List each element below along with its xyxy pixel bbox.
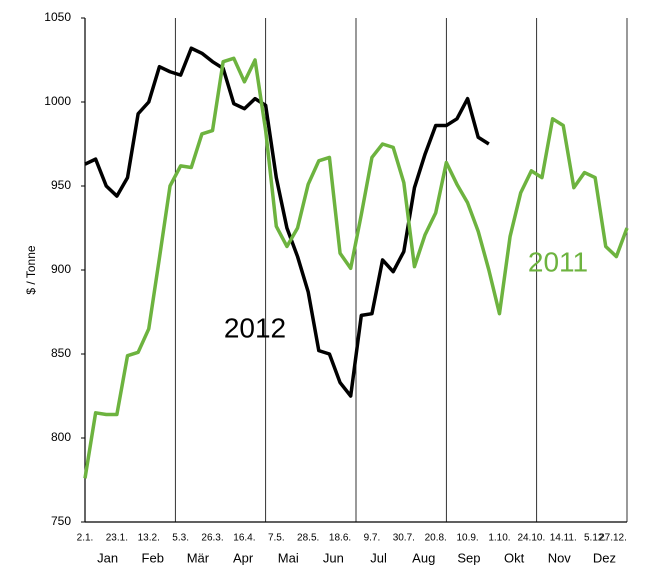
x-tick-label: 5.12. (584, 533, 606, 544)
x-tick-label: 16.4. (233, 533, 255, 544)
month-label: Dez (593, 550, 616, 565)
x-tick-label: 10.9. (456, 533, 478, 544)
series-line (84, 46, 490, 398)
series-line (83, 56, 629, 479)
series-annotation: 2012 (224, 312, 286, 343)
y-tick-label: 1050 (44, 10, 71, 24)
y-tick-label: 750 (51, 514, 71, 528)
month-label: Jun (323, 550, 344, 565)
x-tick-label: 26.3. (201, 533, 223, 544)
x-tick-label: 2.1. (77, 533, 94, 544)
month-label: Nov (548, 550, 572, 565)
y-tick-label: 850 (51, 346, 71, 360)
x-tick-label: 13.2. (138, 533, 160, 544)
x-tick-label: 9.7. (364, 533, 381, 544)
x-tick-label: 30.7. (393, 533, 415, 544)
x-tick-label: 18.6. (329, 533, 351, 544)
month-label: Sep (457, 550, 480, 565)
x-tick-label: 1.10. (488, 533, 510, 544)
month-label: Okt (504, 550, 525, 565)
month-label: Mär (187, 550, 210, 565)
month-label: Aug (412, 550, 435, 565)
y-tick-label: 1000 (44, 94, 71, 108)
y-tick-label: 900 (51, 262, 71, 276)
x-tick-label: 5.3. (172, 533, 189, 544)
x-tick-label: 20.8. (425, 533, 447, 544)
series-annotation: 2011 (528, 246, 588, 277)
month-label: Jul (370, 550, 387, 565)
y-axis-label: $ / Tonne (24, 245, 38, 294)
x-tick-label: 23.1. (106, 533, 128, 544)
month-label: Apr (233, 550, 254, 565)
x-tick-label: 7.5. (268, 533, 285, 544)
x-tick-label: 24.10. (517, 533, 545, 544)
y-tick-label: 950 (51, 178, 71, 192)
x-tick-label: 28.5. (297, 533, 319, 544)
y-tick-label: 800 (51, 430, 71, 444)
month-label: Jan (97, 550, 118, 565)
x-tick-label: 27.12. (599, 533, 627, 544)
month-label: Mai (278, 550, 299, 565)
x-tick-label: 14.11. (550, 533, 577, 544)
month-label: Feb (142, 550, 164, 565)
